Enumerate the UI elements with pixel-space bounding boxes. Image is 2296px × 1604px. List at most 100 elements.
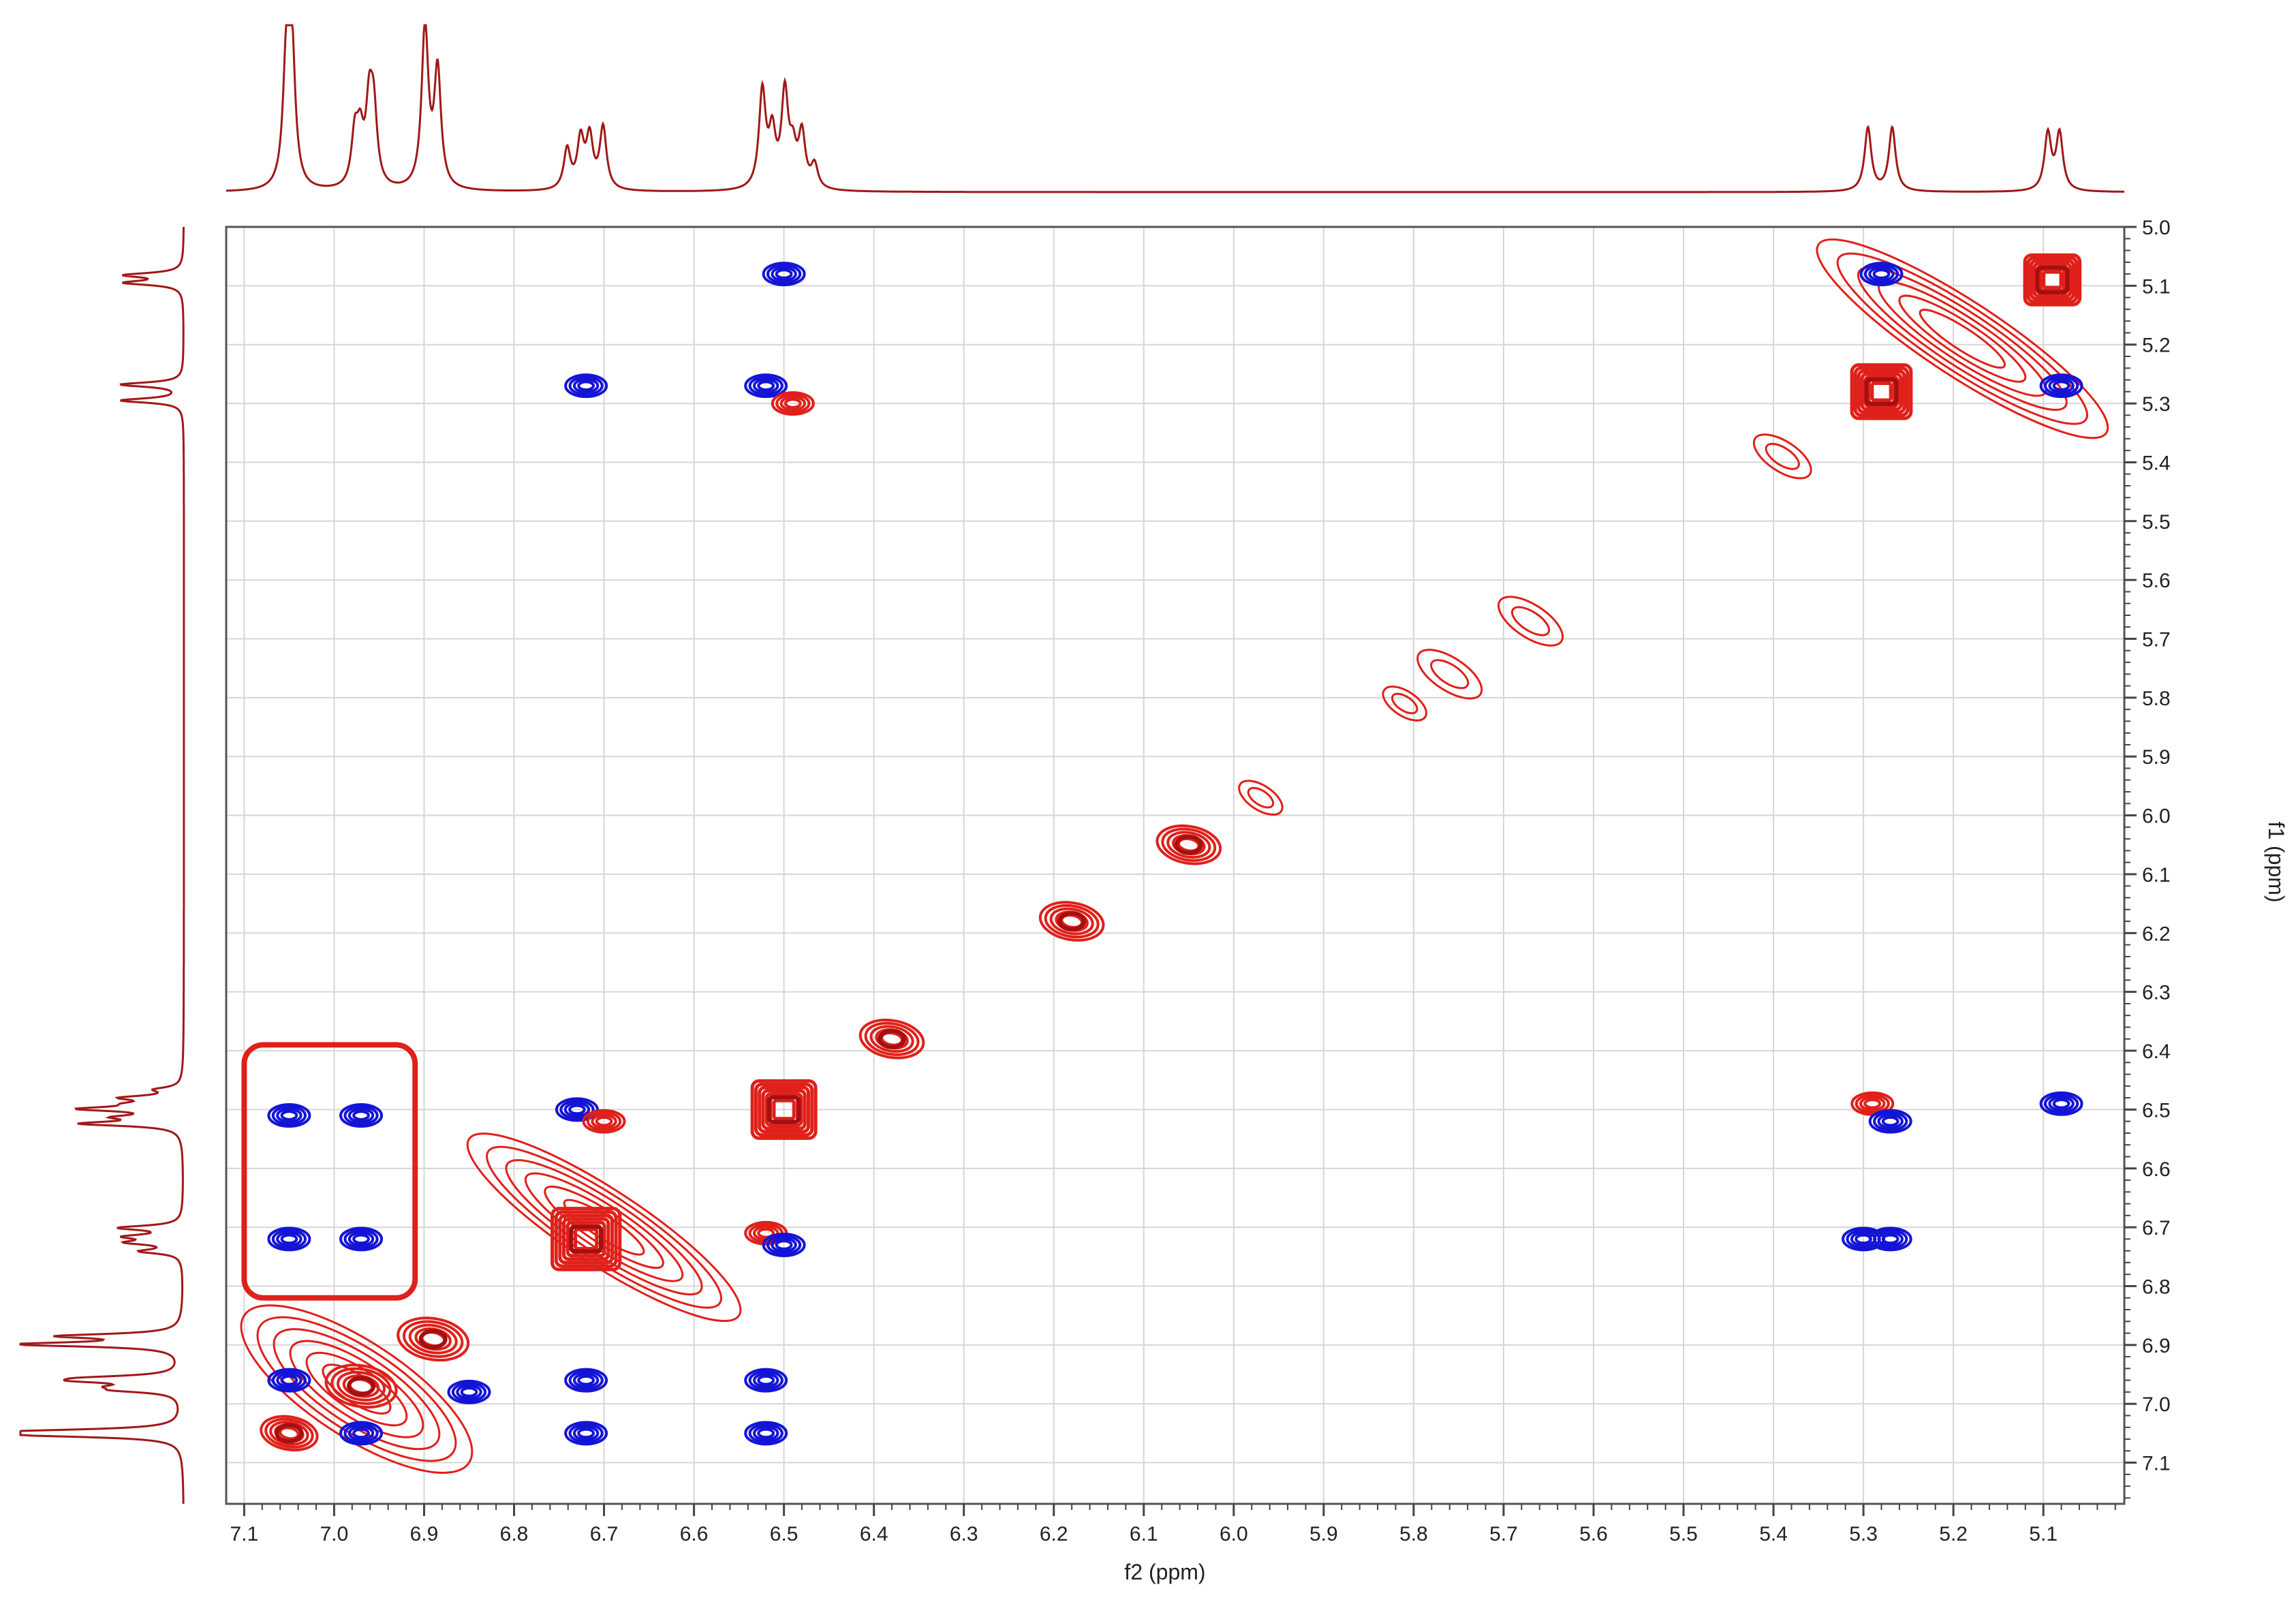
contour-ring [748, 1370, 784, 1391]
contour-ring [352, 1233, 370, 1245]
contour-ring [240, 1304, 474, 1474]
contour-ring [337, 1370, 386, 1402]
y-tick-label: 5.9 [2142, 746, 2171, 769]
contour-ring [447, 1379, 491, 1404]
diagonal-peak [1850, 363, 1913, 420]
contour-ring [744, 1368, 788, 1393]
diagonal-peak [1038, 901, 1105, 942]
contour-ring [397, 1316, 470, 1362]
contour-ring [869, 1025, 914, 1053]
x-tick-label: 6.1 [1130, 1523, 1158, 1545]
contour-ring [280, 1374, 298, 1386]
positive-cross-peak [582, 1109, 626, 1134]
negative-cross-peak [1868, 1227, 1912, 1252]
negative-cross-peak [762, 262, 806, 287]
contour-ring [784, 398, 802, 409]
contour-ring [595, 1115, 613, 1127]
contour-ring [305, 1351, 408, 1427]
contour-ring [554, 1210, 618, 1268]
contour-ring [775, 268, 793, 279]
contour-ring [2048, 377, 2075, 394]
contour-ring [1872, 268, 1891, 279]
contour-ring [347, 1231, 375, 1247]
y-tick-label: 5.4 [2142, 452, 2171, 474]
contour-ring [1881, 1233, 1899, 1245]
contour-ring [771, 1237, 797, 1253]
diagonal-peak [1238, 780, 1284, 816]
contour-ring [572, 1372, 600, 1388]
contour-ring [559, 1099, 595, 1120]
negative-cross-peak [339, 1227, 384, 1252]
contour-ring [289, 1340, 424, 1438]
contour-core [2035, 265, 2070, 294]
contour-ring [752, 377, 779, 394]
grid-lines [226, 226, 2124, 1504]
contour-ring [563, 1102, 591, 1117]
contour-ring [1859, 262, 1904, 287]
negative-cross-peak [744, 1421, 788, 1446]
diagonal-peak [1752, 433, 1812, 480]
negative-cross-peak [1859, 262, 1904, 287]
contour-core [1864, 377, 1899, 406]
contour-ring [775, 393, 811, 414]
highlight-box [241, 1042, 418, 1301]
contour-ring [771, 266, 797, 282]
contour-ring [343, 1105, 379, 1126]
contour-ring [771, 391, 815, 416]
x-tick-label: 5.4 [1759, 1523, 1788, 1545]
x-tick-label: 6.2 [1040, 1523, 1068, 1545]
contour-ring [402, 1320, 464, 1358]
diagonal-peak [1382, 685, 1427, 722]
contour-ring [565, 1220, 606, 1258]
contour-ring [2043, 375, 2079, 396]
x-tick-label: 5.5 [1669, 1523, 1698, 1545]
contour-ring [1919, 309, 2006, 369]
y-tick-label: 5.7 [2142, 629, 2171, 651]
x-tick-label: 6.8 [500, 1523, 529, 1545]
contour-core [418, 1329, 448, 1350]
contour-ring [564, 1421, 608, 1446]
y-tick-label: 5.3 [2142, 393, 2171, 416]
contour-ring [267, 1368, 311, 1393]
contour-ring [1877, 1113, 1904, 1129]
contour-ring [558, 1214, 614, 1265]
negative-cross-peak [1868, 1109, 1912, 1134]
negative-cross-peak [2039, 1091, 2083, 1116]
diagonal-peak [1416, 649, 1483, 700]
contour-ring [1382, 685, 1427, 722]
y-tick-label: 5.0 [2142, 217, 2171, 239]
contour-ring [1247, 786, 1275, 809]
contour-ring [347, 1425, 375, 1441]
y-tick-label: 5.1 [2142, 275, 2171, 298]
x-tick-label: 6.3 [950, 1523, 978, 1545]
diagonal-peak [260, 1415, 319, 1452]
top-projection-spectrum [226, 24, 2124, 194]
contour-ring [1391, 692, 1418, 715]
contour-ring [744, 1421, 788, 1446]
contour-ring [779, 395, 807, 412]
contour-ring [276, 1372, 302, 1388]
contour-ring [761, 1089, 807, 1130]
y-tick-label: 6.2 [2142, 923, 2171, 945]
x-axis: 7.1 7.0 6.9 6.8 6.7 6.6 6.5 6.4 6.3 6.2 6.1 6.0 5.9 5… [230, 1504, 2116, 1545]
negative-cross-peak [447, 1379, 491, 1404]
contour-ring [451, 1382, 487, 1402]
contour-ring [562, 1217, 610, 1261]
contour-ring [1155, 824, 1222, 865]
plot-border [225, 226, 2126, 1505]
contour-ring [750, 1079, 818, 1140]
contour-ring [339, 1421, 384, 1446]
diagonal-peak [397, 1316, 470, 1362]
contour-ring [1868, 1227, 1912, 1252]
y-tick-label: 6.5 [2142, 1099, 2171, 1122]
contour-ring [2032, 262, 2073, 298]
contour-ring [347, 1107, 375, 1124]
contour-ring [1765, 442, 1800, 470]
contour-ring [858, 1018, 925, 1060]
contour-ring [764, 1092, 803, 1127]
x-tick-label: 6.0 [1220, 1523, 1248, 1545]
positive-cross-peak [771, 391, 815, 416]
contour-ring [754, 1082, 814, 1137]
contour-ring [330, 1367, 392, 1405]
contour-ring [757, 380, 775, 391]
